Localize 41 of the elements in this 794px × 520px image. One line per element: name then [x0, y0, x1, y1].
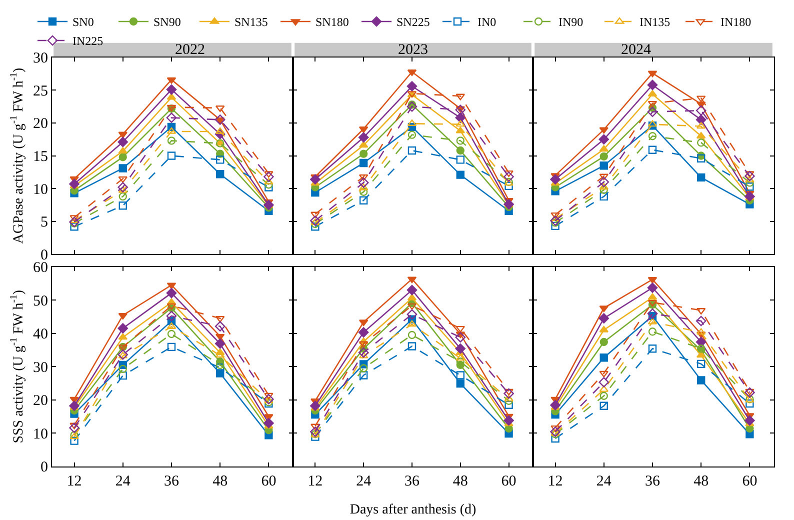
legend-label: SN135	[234, 15, 268, 30]
x-tick-label: 60	[501, 473, 516, 490]
y-tick-label: 30	[33, 360, 48, 376]
legend-label: SN180	[316, 15, 349, 30]
x-tick-label: 48	[452, 473, 468, 490]
legend-label: IN135	[640, 15, 670, 30]
y-tick-label: 25	[33, 83, 48, 100]
y-tick-label: 10	[33, 426, 48, 442]
x-axis-title: Days after anthesis (d)	[350, 502, 477, 518]
x-tick-label: 12	[308, 473, 323, 490]
y-tick-label: 10	[33, 182, 48, 198]
x-tick-label: 36	[164, 473, 180, 490]
chart-title: 2024	[621, 42, 652, 58]
chart-title: 2022	[175, 42, 205, 58]
legend-label: IN180	[720, 15, 752, 30]
x-tick-label: 36	[404, 473, 420, 490]
x-tick-label: 36	[644, 473, 660, 490]
y-tick-label: 20	[33, 393, 48, 410]
x-tick-label: 60	[261, 473, 276, 490]
legend-label: IN90	[558, 15, 584, 30]
legend-label: SN0	[72, 15, 94, 30]
y-tick-label: 20	[33, 116, 48, 132]
x-tick-label: 12	[66, 473, 82, 490]
y-tick-label: 40	[33, 326, 48, 343]
x-tick-label: 48	[694, 473, 709, 490]
x-tick-label: 24	[115, 473, 131, 490]
y-tick-label: 0	[40, 460, 48, 476]
y-tick-label: 15	[33, 149, 48, 166]
y-tick-label: 30	[33, 50, 48, 67]
legend-label: IN225	[72, 34, 104, 48]
legend-label: IN0	[478, 15, 496, 30]
legend-label: SN90	[154, 15, 181, 30]
x-tick-label: 48	[212, 473, 228, 490]
legend-label: SN225	[396, 15, 430, 30]
x-tick-label: 60	[742, 473, 758, 490]
y-tick-label: 50	[33, 293, 48, 310]
x-tick-label: 24	[596, 473, 612, 490]
x-tick-label: 24	[356, 473, 372, 490]
chart-title: 2023	[398, 42, 428, 58]
x-tick-label: 12	[548, 473, 563, 490]
y-tick-label: 5	[40, 214, 48, 231]
